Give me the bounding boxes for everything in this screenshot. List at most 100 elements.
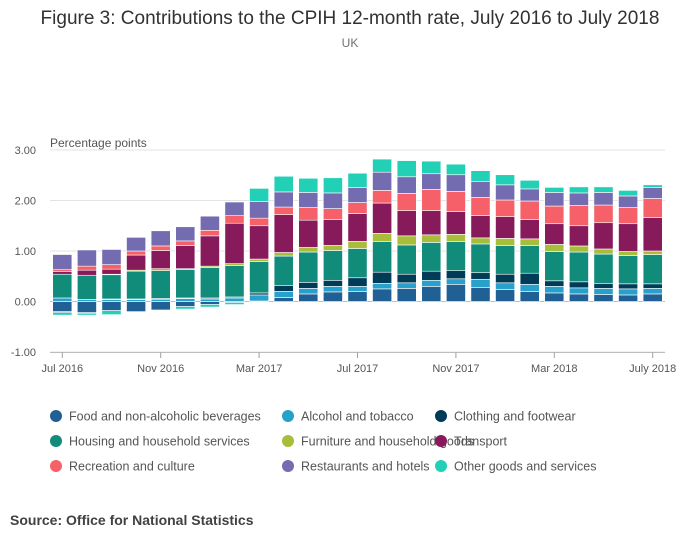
bar-segment: Transport, Feb 2018: 0.38: [519, 219, 540, 240]
bar-segment: Restaurants and hotels, Jul 2016: 0.30: [52, 254, 73, 270]
bar-segment: Other goods and services, Mar 2018: 0.10: [544, 187, 565, 193]
bar-segment: Housing and household services, Aug 2017…: [372, 241, 392, 273]
bar-segment: Clothing and footwear, Nov 2017: 0.16: [446, 270, 466, 280]
bar-segment: Clothing and footwear, Mar 2017: 0.04: [249, 292, 269, 296]
bar-segment: Food and non-alcoholic beverages, Apr 20…: [273, 297, 294, 302]
bar-segment: Furniture and household goods, May 2017:…: [298, 247, 319, 253]
bar-segment: Other goods and services, Jul 2018: 0.05: [642, 184, 663, 188]
bar-segment: Restaurants and hotels, Feb 2018: 0.24: [519, 188, 540, 202]
bar-segment: Food and non-alcoholic beverages, Jul 20…: [642, 293, 663, 302]
bar-segment: Alcohol and tobacco, Jun 2017: 0.11: [323, 286, 343, 293]
bar-segment: Recreation and culture, Feb 2017: 0.15: [224, 215, 245, 224]
bar-segment: Food and non-alcoholic beverages, Aug 20…: [77, 301, 97, 313]
bar-segment: Housing and household services, Jan 2018…: [495, 245, 515, 275]
x-tick-label: Jul 2017: [337, 363, 379, 375]
bar-segment: Other goods and services, Mar 2017: 0.26: [249, 188, 269, 202]
legend-label: Transport: [454, 435, 508, 449]
bar-segment: Housing and household services, Feb 2017…: [224, 265, 245, 298]
legend-item[interactable]: Furniture and household goods: [282, 435, 474, 449]
bar-segment: Food and non-alcoholic beverages, Jul 20…: [52, 301, 73, 312]
bar-segment: Transport, Jun 2018: 0.55: [618, 223, 638, 252]
bar-segment: Transport, Oct 2017: 0.48: [421, 210, 442, 236]
bar-segment: Restaurants and hotels, Feb 2017: 0.27: [224, 201, 245, 216]
bar-segment: Furniture and household goods, Nov 2017:…: [446, 234, 466, 242]
bar-segment: Transport, Oct 2016: 0.30: [126, 254, 146, 271]
legend-label: Other goods and services: [454, 460, 596, 474]
y-tick-label: 2.00: [15, 196, 36, 208]
bar-segment: Housing and household services, Jul 2018…: [642, 254, 663, 285]
legend-item[interactable]: Transport: [435, 435, 508, 449]
legend-item[interactable]: Recreation and culture: [50, 460, 195, 474]
bar-segment: Food and non-alcoholic beverages, Aug 20…: [372, 288, 392, 302]
bar-segment: Furniture and household goods, Feb 2018:…: [519, 238, 540, 246]
bar-segment: Furniture and household goods, Apr 2018:…: [569, 245, 589, 253]
bar-segment: Furniture and household goods, Nov 2016:…: [150, 268, 171, 271]
bar-segment: Alcohol and tobacco, Dec 2017: 0.16: [470, 278, 491, 288]
bar-segment: Alcohol and tobacco, Aug 2017: 0.11: [372, 283, 392, 290]
bar-segment: Furniture and household goods, Sep 2017:…: [396, 235, 417, 246]
bar-segment: Housing and household services, Oct 2016…: [126, 270, 146, 300]
bar-segment: Other goods and services, Feb 2018: 0.17: [519, 180, 540, 190]
bar-segment: Alcohol and tobacco, Mar 2017: 0.12: [249, 294, 269, 302]
legend-item[interactable]: Housing and household services: [50, 435, 250, 449]
bar-segment: Alcohol and tobacco, Jul 2018: 0.11: [642, 288, 663, 295]
bar-segment: Housing and household services, Jun 2017…: [323, 250, 343, 281]
bar-segment: Alcohol and tobacco, Jul 2017: 0.10: [347, 286, 368, 292]
bar-segment: Housing and household services, Nov 2016…: [150, 270, 171, 299]
bar-segment: Restaurants and hotels, Nov 2017: 0.33: [446, 174, 466, 192]
bar-segment: Other goods and services, Dec 2016: -0.0…: [175, 306, 196, 310]
bar-segment: Restaurants and hotels, Mar 2018: 0.27: [544, 192, 565, 207]
bar-segment: Recreation and culture, Dec 2017: 0.36: [470, 197, 491, 216]
bar-segment: Housing and household services, Mar 2017…: [249, 261, 269, 294]
bar-segment: Other goods and services, Apr 2017: 0.31: [273, 175, 294, 193]
bar-segment: Recreation and culture, Mar 2017: 0.15: [249, 217, 269, 227]
bar-segment: Food and non-alcoholic beverages, Jul 20…: [347, 291, 368, 302]
bar-segment: Other goods and services, Aug 2016: -0.0…: [77, 313, 97, 316]
bar-segment: Restaurants and hotels, Dec 2017: 0.32: [470, 181, 491, 198]
source-note: Source: Office for National Statistics: [10, 512, 254, 528]
bar-segment: Furniture and household goods, Jan 2018:…: [495, 238, 515, 246]
bar-segment: Housing and household services, Apr 2018…: [569, 251, 589, 283]
bar-segment: Restaurants and hotels, Jul 2017: 0.30: [347, 187, 368, 203]
legend-item[interactable]: Food and non-alcoholic beverages: [50, 410, 261, 424]
bar-segment: Alcohol and tobacco, Feb 2018: 0.14: [519, 284, 540, 292]
y-axis-label: Percentage points: [50, 136, 147, 150]
bar-segment: Transport, May 2017: 0.54: [298, 219, 319, 248]
bar-segment: Recreation and culture, Mar 2018: 0.35: [544, 205, 565, 225]
bar-segment: Food and non-alcoholic beverages, Dec 20…: [470, 287, 491, 302]
bar-segment: Transport, Feb 2017: 0.80: [224, 222, 245, 264]
bar-segment: Other goods and services, May 2017: 0.28: [298, 177, 319, 193]
bar-segment: Alcohol and tobacco, Aug 2016: 0.04: [77, 299, 97, 302]
bar-segment: Housing and household services, Jul 2017…: [347, 248, 368, 279]
y-tick-label: 0.00: [15, 297, 36, 309]
legend-item[interactable]: Alcohol and tobacco: [282, 410, 414, 424]
bar-segment: Other goods and services, Sep 2016: -0.0…: [101, 310, 122, 315]
bar-segment: Clothing and footwear, Jun 2018: 0.10: [618, 283, 638, 290]
bar-segment: Recreation and culture, Jan 2017: 0.11: [200, 229, 220, 237]
legend-item[interactable]: Clothing and footwear: [435, 410, 576, 424]
bar-segment: Furniture and household goods, May 2018:…: [593, 248, 614, 255]
bar-segment: Recreation and culture, Apr 2017: 0.15: [273, 206, 294, 215]
bar-segment: Restaurants and hotels, Jan 2017: 0.28: [200, 215, 220, 231]
bar-segment: Alcohol and tobacco, Jul 2016: 0.07: [52, 297, 73, 302]
bar-segment: Recreation and culture, Apr 2018: 0.40: [569, 205, 589, 227]
bar-segment: Other goods and services, Jan 2017: -0.0…: [200, 304, 220, 308]
bar-segment: Alcohol and tobacco, Oct 2017: 0.12: [421, 279, 442, 287]
bar-segment: Alcohol and tobacco, Sep 2016: 0.04: [101, 299, 122, 302]
bar-segment: Clothing and footwear, Mar 2018: 0.11: [544, 280, 565, 287]
bar-segment: Furniture and household goods, Jul 2018:…: [642, 250, 663, 255]
bar-segment: Housing and household services, Jul 2016…: [52, 273, 73, 299]
legend-label: Restaurants and hotels: [301, 460, 430, 474]
legend-swatch: [282, 435, 294, 447]
bar-segment: Recreation and culture, Nov 2016: 0.09: [150, 245, 171, 251]
legend-item[interactable]: Restaurants and hotels: [282, 460, 430, 474]
legend-item[interactable]: Other goods and services: [435, 460, 596, 474]
legend-label: Clothing and footwear: [454, 410, 576, 424]
bar-segment: Furniture and household goods, Jun 2017:…: [323, 245, 343, 251]
bar-segment: Furniture and household goods, Apr 2017:…: [273, 252, 294, 257]
bar-segment: Restaurants and hotels, Nov 2016: 0.30: [150, 230, 171, 247]
bar-segment: Food and non-alcoholic beverages, Jan 20…: [200, 301, 220, 305]
bar-segment: Clothing and footwear, Jun 2017: 0.12: [323, 279, 343, 287]
bar-segment: Other goods and services, Oct 2017: 0.25: [421, 160, 442, 175]
bar-segment: Recreation and culture, Aug 2017: 0.25: [372, 190, 392, 204]
